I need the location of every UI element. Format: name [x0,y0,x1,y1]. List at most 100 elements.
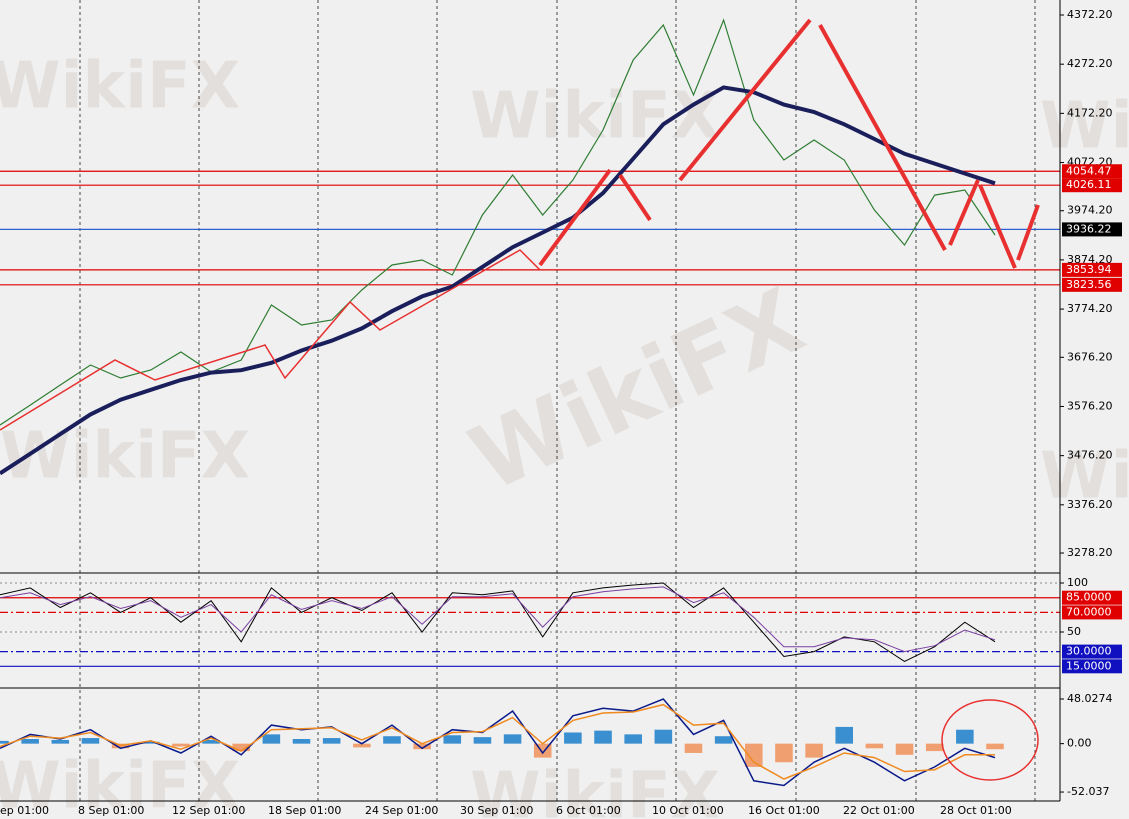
level-box [1062,277,1122,292]
y-tick-label: 4372.20 [1067,8,1113,21]
highlight-circle [941,699,1039,781]
level-label: 85.0000 [1066,591,1112,604]
histogram-bar [141,741,160,744]
level-label: 15.0000 [1066,659,1112,672]
y-tick-label: 3676.20 [1067,350,1113,363]
frame [0,0,1061,802]
y-tick-label: 0.00 [1067,737,1092,750]
series-line [0,703,995,780]
series-line [0,85,996,476]
arrow [948,179,980,246]
histogram-bar [865,743,884,749]
level-label: 4026.11 [1066,178,1112,191]
x-tick-label: 8 Sep 01:00 [78,804,144,817]
histogram-bar [473,737,492,744]
histogram-bar [172,743,190,747]
histogram-bar [443,735,462,744]
level-label: 70.0000 [1066,605,1112,618]
histogram-bar [775,743,793,763]
histogram-bar [21,739,39,744]
y-tick-label: 3576.20 [1067,399,1113,412]
level-box [1062,262,1122,277]
histogram-bar [262,734,281,744]
x-tick-label: 10 Oct 01:00 [652,804,724,817]
histogram-bar [956,729,974,744]
histogram-bar [51,739,70,744]
histogram-bar [232,743,250,752]
arrow [538,168,612,267]
arrow [1016,204,1040,261]
histogram-bar [714,736,733,744]
level-box [1062,178,1122,193]
histogram-bar [594,730,612,744]
y-tick-label: 100 [1067,576,1088,589]
level-label: 4054.47 [1066,164,1112,177]
watermark: WikiFX [0,750,240,819]
y-tick-label: 4172.20 [1067,106,1113,119]
watermark: WikiFX [470,760,720,819]
zigzag [0,249,541,431]
x-tick-label: 18 Sep 01:00 [268,804,341,817]
level-box [1062,222,1122,237]
level-box [1062,605,1122,620]
histogram-bar [805,743,823,758]
level-box [1062,164,1122,179]
arrow [818,24,947,251]
x-tick-label: 6 Oct 01:00 [556,804,621,817]
level-label: 30.0000 [1066,645,1112,658]
time-grid [79,0,1036,801]
histogram-bar [624,734,642,744]
x-tick-label: 24 Sep 01:00 [365,804,438,817]
histogram-bar [835,726,854,744]
y-tick-label: 3476.20 [1067,449,1113,462]
histogram-bar [202,739,220,744]
level-label: 3823.56 [1066,278,1112,291]
histogram-bar [745,743,763,767]
x-tick-label: 28 Oct 01:00 [940,804,1012,817]
level-box [1062,644,1122,659]
histogram-bar [925,743,944,752]
histogram-bar [353,743,371,748]
watermark: WikiFX [1040,440,1129,514]
x-tick-label: 22 Oct 01:00 [843,804,915,817]
histogram-bar [0,740,9,744]
axis-labels: ep 01:00 8 Sep 01:00 12 Sep 01:00 18 Sep 01… [0,8,1122,817]
annotations [0,18,1040,781]
series-line [0,582,996,662]
x-tick-label: 16 Oct 01:00 [748,804,820,817]
histogram-bar [684,743,703,753]
series-line [0,18,996,426]
y-tick-label: 3974.20 [1067,204,1113,217]
histogram-bar [383,736,401,744]
y-tick-label: 3774.20 [1067,302,1113,315]
histogram-bar [654,729,673,744]
watermark: WikiFX [0,50,240,124]
level-box [1062,590,1122,605]
y-tick-label: -52.037 [1067,785,1109,798]
series-line [0,698,996,787]
histogram-bar [81,738,100,744]
plot [0,18,1060,787]
y-tick-label: 50 [1067,625,1081,638]
y-tick-label: 3278.20 [1067,546,1113,559]
arrow [978,184,1017,269]
y-tick-label: 48.0274 [1067,692,1113,705]
level-box [1062,659,1122,674]
histogram-bar [503,734,522,744]
y-tick-label: 3376.20 [1067,498,1113,511]
arrow [678,18,812,182]
y-tick-label: 4272.20 [1067,57,1113,70]
series-line [0,586,996,653]
x-tick-label: ep 01:00 [0,804,49,817]
x-tick-label: 12 Sep 01:00 [172,804,245,817]
watermark: WikiFX [0,420,250,494]
level-label: 3853.94 [1066,263,1112,276]
watermark: WikiFX [1040,90,1129,164]
histogram-bar [564,732,582,744]
arrow [618,173,652,222]
histogram-bar [986,743,1004,750]
level-label: 3936.22 [1066,222,1112,235]
